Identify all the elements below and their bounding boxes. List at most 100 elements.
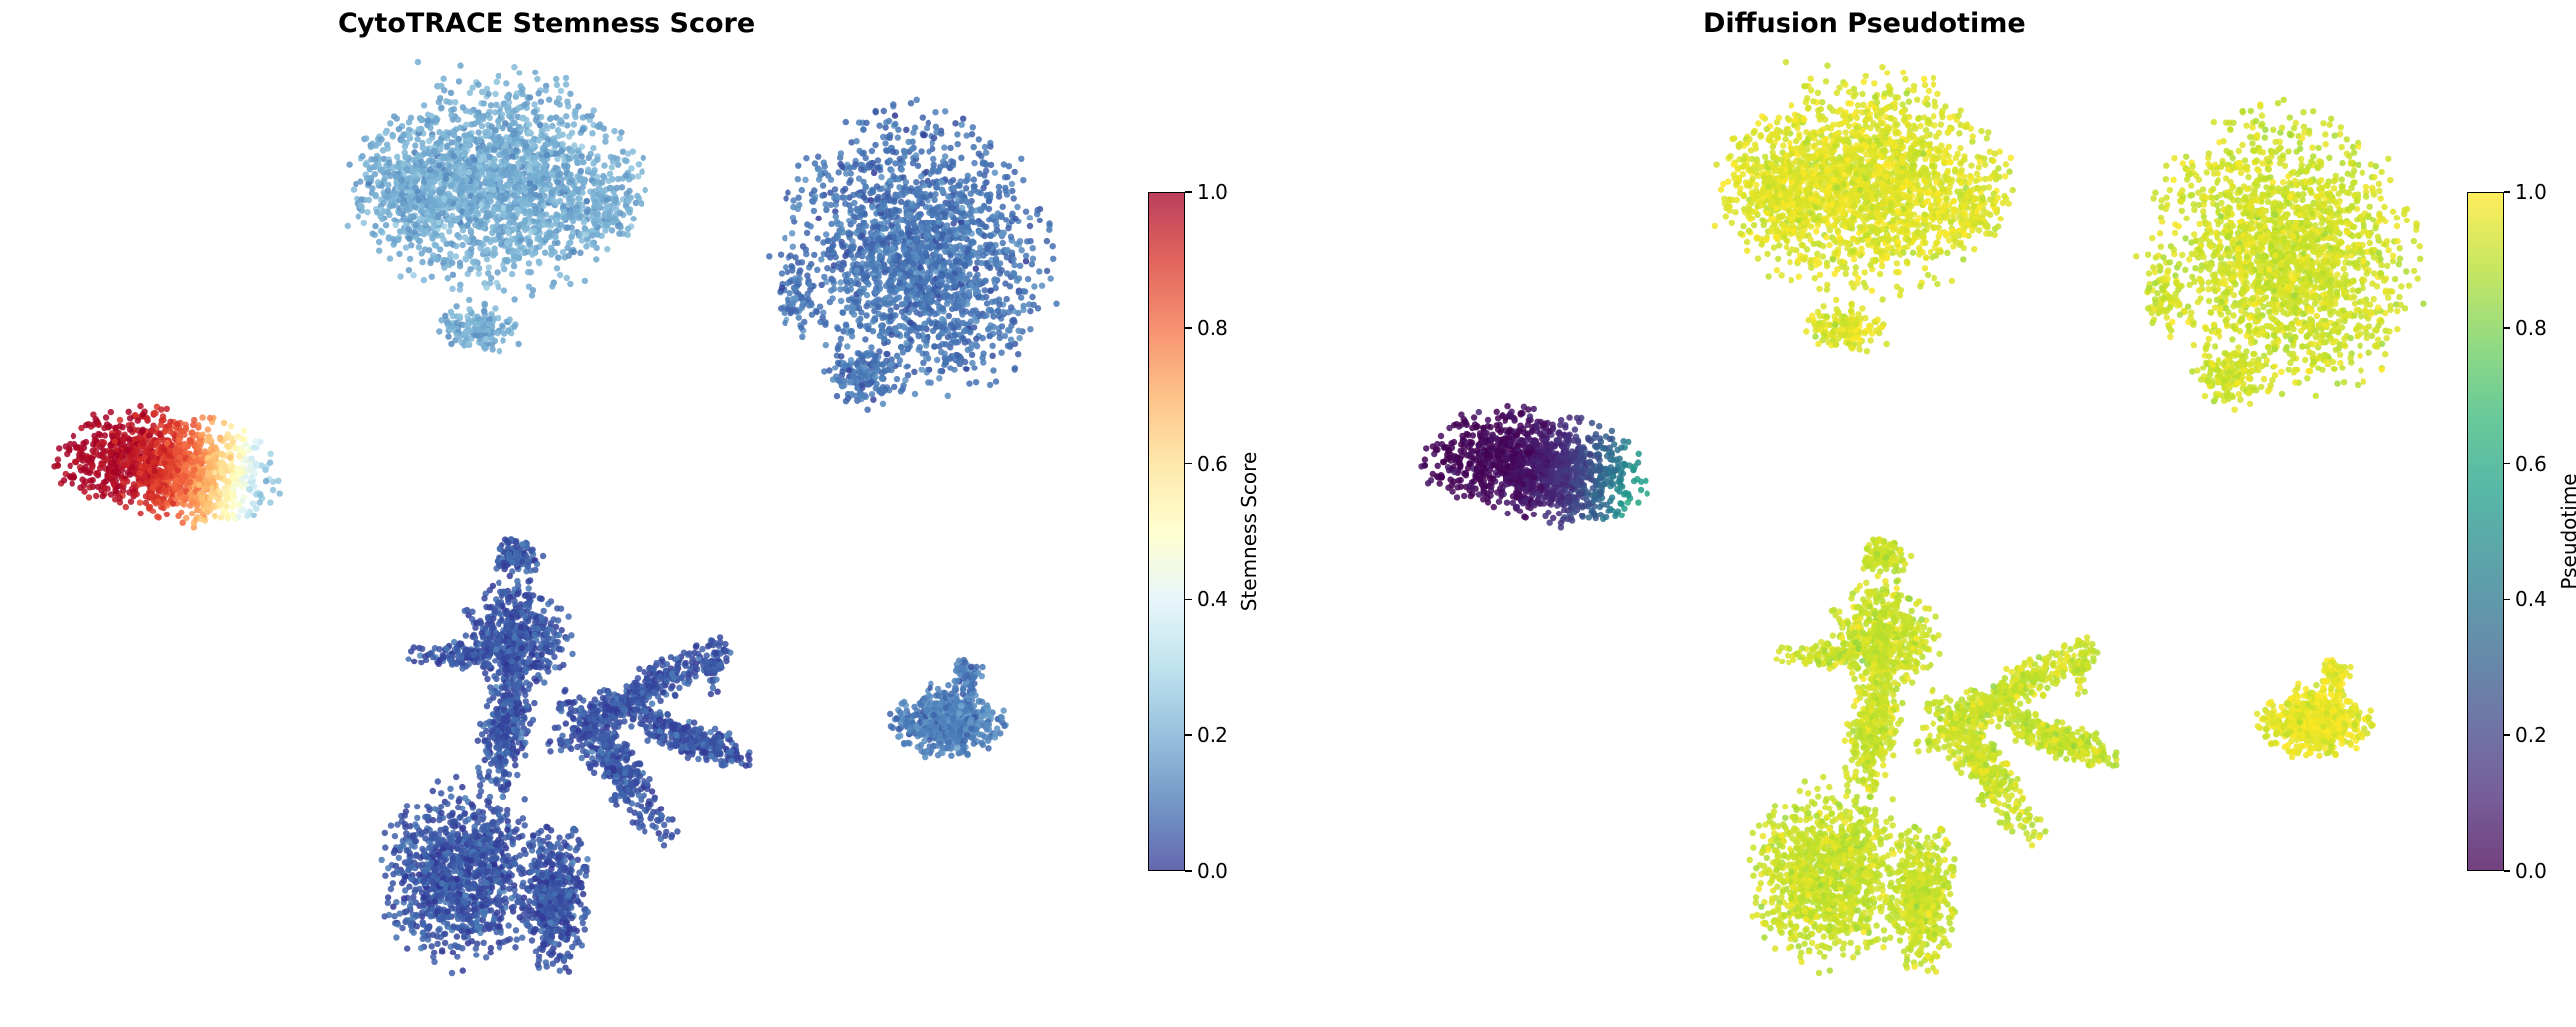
data-point [457, 281, 464, 288]
data-point [932, 109, 939, 116]
data-point [868, 147, 876, 155]
data-point [985, 198, 993, 205]
data-point [511, 136, 518, 143]
data-point [539, 144, 547, 152]
data-point [448, 340, 455, 348]
data-point [829, 295, 836, 302]
data-point [554, 127, 562, 134]
data-point [961, 197, 968, 204]
data-point [829, 277, 837, 284]
data-point [925, 305, 931, 312]
data-point [102, 414, 110, 421]
data-point [421, 246, 429, 253]
data-point [392, 221, 399, 229]
data-point [1003, 295, 1010, 303]
data-point [878, 390, 885, 397]
data-point [826, 367, 833, 374]
data-point [911, 368, 918, 375]
data-point [546, 96, 553, 103]
data-point [976, 229, 983, 236]
data-point [392, 173, 399, 181]
data-point [975, 136, 982, 143]
data-point [601, 162, 608, 169]
data-point [982, 277, 989, 285]
data-point [423, 228, 430, 235]
data-point [949, 159, 957, 166]
data-point [907, 319, 914, 326]
data-point [500, 261, 506, 269]
data-point [941, 144, 948, 151]
data-point [606, 208, 614, 215]
data-point [589, 232, 596, 239]
data-point [975, 294, 982, 301]
data-point [847, 177, 854, 184]
data-point [427, 124, 434, 132]
data-point [534, 75, 541, 83]
data-point [629, 148, 636, 155]
data-point [594, 156, 601, 163]
data-point [1027, 326, 1034, 333]
data-point [199, 414, 206, 421]
data-point [466, 89, 474, 97]
data-point [842, 363, 849, 369]
data-point [815, 153, 822, 160]
data-point [489, 346, 496, 353]
data-point [958, 154, 965, 161]
data-point [428, 196, 436, 204]
data-point [783, 264, 789, 271]
data-point [517, 237, 524, 245]
data-point [377, 227, 385, 234]
data-point [429, 134, 436, 141]
data-point [957, 219, 965, 226]
data-point [555, 95, 563, 102]
data-point [390, 241, 397, 248]
data-point [581, 277, 589, 285]
data-point [545, 230, 553, 237]
data-point [916, 344, 923, 351]
data-point [971, 365, 978, 371]
data-point [484, 203, 491, 210]
data-point [938, 179, 945, 186]
data-point [850, 372, 857, 380]
data-point [456, 286, 464, 293]
data-point [944, 333, 952, 341]
data-point [951, 216, 958, 222]
data-point [385, 234, 393, 241]
data-point [400, 200, 407, 207]
data-point [976, 220, 983, 227]
data-point [1004, 173, 1011, 181]
data-point [478, 167, 485, 175]
data-point [596, 121, 604, 128]
data-point [382, 222, 390, 229]
data-point [941, 210, 948, 217]
data-point [554, 179, 561, 186]
data-point [986, 232, 994, 239]
data-point [868, 391, 876, 398]
data-point [810, 198, 817, 205]
data-point [897, 230, 905, 237]
data-point [881, 269, 888, 276]
data-point [436, 139, 443, 146]
data-point [564, 98, 571, 105]
data-point [917, 264, 924, 271]
data-point [557, 170, 564, 177]
data-point [598, 179, 606, 186]
data-point [552, 164, 559, 171]
data-point [996, 334, 1003, 342]
stemness-panel: CytoTRACE Stemness Score 0.0 0.2 0.4 0.6 0.8… [51, 8, 1261, 977]
data-point [553, 199, 561, 206]
data-point [778, 270, 786, 277]
data-point [985, 217, 993, 223]
data-point [785, 189, 791, 196]
data-point [506, 316, 513, 323]
data-point [543, 151, 551, 159]
data-point [989, 342, 996, 349]
data-point [369, 140, 376, 147]
data-point [577, 213, 584, 220]
data-point [965, 254, 973, 261]
data-point [799, 333, 806, 340]
data-point [443, 98, 450, 105]
data-point [811, 160, 819, 167]
data-point [591, 180, 598, 187]
data-point [572, 113, 579, 121]
